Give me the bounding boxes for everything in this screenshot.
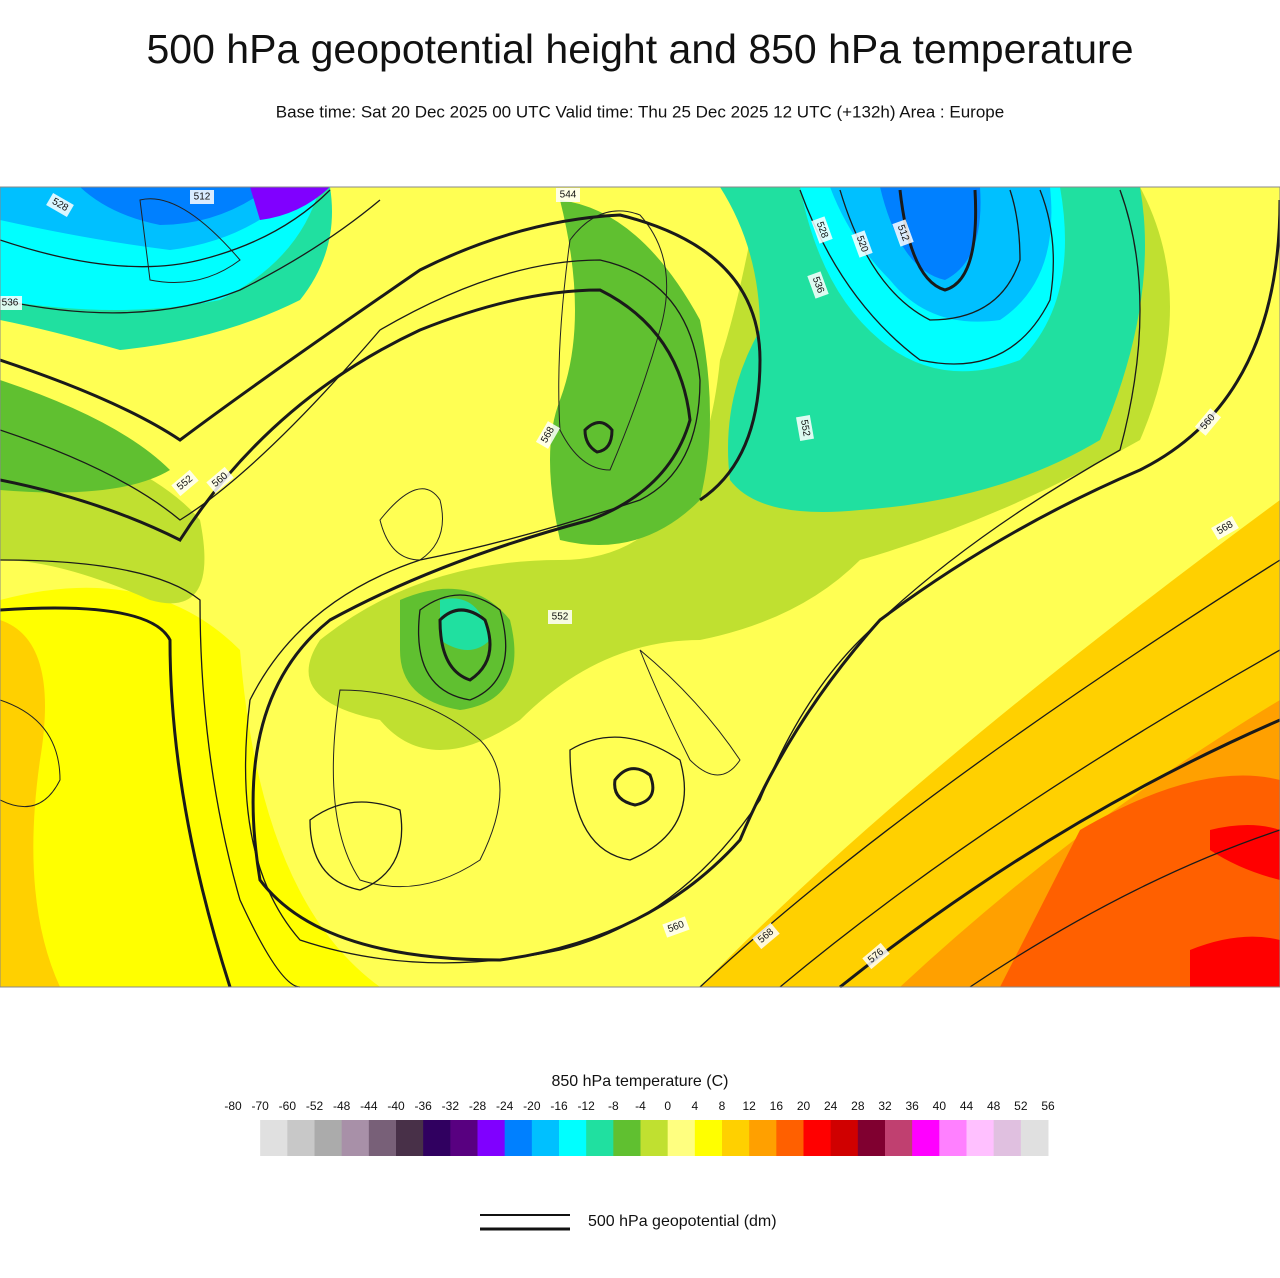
colorbar-tick-label: -24 <box>496 1099 514 1113</box>
colorbar-swatch <box>341 1120 370 1156</box>
colorbar-swatch <box>368 1120 397 1156</box>
contour-label: 544 <box>560 190 577 201</box>
colorbar-tick-label: -36 <box>414 1099 432 1113</box>
contour-label-bg <box>662 916 690 938</box>
colorbar-tick-label: -12 <box>577 1099 595 1113</box>
colorbar-swatch <box>477 1120 506 1156</box>
colorbar-tick-label: 56 <box>1041 1099 1055 1113</box>
colorbar-tick-label: 4 <box>691 1099 698 1113</box>
colorbar-swatch <box>803 1120 832 1156</box>
contour-label: 536 <box>2 298 19 309</box>
contour-label-bg <box>1194 408 1222 436</box>
contours <box>0 189 1280 989</box>
colorbar-tick-label: -70 <box>251 1099 269 1113</box>
colorbar-tick-label: 28 <box>851 1099 865 1113</box>
colorbar-swatch <box>912 1120 940 1156</box>
colorbar-tick-label: -4 <box>635 1099 646 1113</box>
contour-label: 512 <box>194 192 211 203</box>
colorbar-tick-label: -16 <box>550 1099 568 1113</box>
colorbar-swatch <box>287 1120 315 1156</box>
colorbar-tick-label: 12 <box>742 1099 756 1113</box>
colorbar-swatch <box>640 1120 669 1156</box>
colorbar-tick-label: 48 <box>987 1099 1001 1113</box>
colorbar-swatch <box>885 1120 913 1156</box>
contour-label-bg <box>206 466 234 494</box>
colorbar-swatch <box>450 1120 478 1156</box>
colorbar-swatch <box>993 1120 1022 1156</box>
contour-label: 552 <box>552 612 569 623</box>
colorbar-title: 850 hPa temperature (C) <box>552 1073 729 1090</box>
contour-label-bg <box>807 271 829 299</box>
colorbar-swatch <box>559 1120 587 1156</box>
colorbar-swatch <box>857 1120 886 1156</box>
coastlines <box>0 198 741 888</box>
colorbar-swatch <box>694 1120 723 1156</box>
contour-label-bg <box>171 469 199 497</box>
contour-label-bg <box>0 296 22 310</box>
colorbar-tick-label: 52 <box>1014 1099 1028 1113</box>
contour-label-bg <box>892 219 914 247</box>
colorbar-swatch <box>586 1120 614 1156</box>
colorbar-swatch <box>423 1120 451 1156</box>
colorbar-swatch <box>749 1120 777 1156</box>
colorbar-tick-label: -80 <box>224 1099 242 1113</box>
colorbar-tick-label: -48 <box>333 1099 351 1113</box>
colorbar-swatch <box>1020 1120 1049 1156</box>
colorbar-swatch <box>776 1120 804 1156</box>
colorbar-tick-label: 24 <box>824 1099 838 1113</box>
colorbar-tick-label: 20 <box>797 1099 811 1113</box>
contour-label-bg <box>46 192 74 218</box>
colorbar-tick-label: 16 <box>770 1099 784 1113</box>
contour-label-bg <box>851 230 873 258</box>
colorbar-tick-label: 0 <box>664 1099 671 1113</box>
contour-label-bg <box>752 922 780 950</box>
colorbar-swatch <box>613 1120 641 1156</box>
contour-label-bg <box>548 610 572 624</box>
colorbar-swatch <box>260 1120 288 1156</box>
contour-label-bg <box>556 188 580 202</box>
colorbar-tick-label: 8 <box>719 1099 726 1113</box>
colorbar-tick-label: -28 <box>469 1099 487 1113</box>
subtitle: Base time: Sat 20 Dec 2025 00 UTC Valid … <box>276 102 1004 121</box>
colorbar-swatch <box>396 1120 424 1156</box>
colorbar-tick-label: 40 <box>933 1099 947 1113</box>
contour-label-bg <box>535 421 561 449</box>
colorbar-swatch <box>531 1120 560 1156</box>
colorbar-tick-label: -44 <box>360 1099 378 1113</box>
colorbar-tick-label: 44 <box>960 1099 974 1113</box>
colorbar: -80 -70 -60 -52 -48 -44 -40 -36 -32 -28 -24 -20 -16-… <box>224 1099 1055 1156</box>
colorbar-swatch <box>939 1120 967 1156</box>
colorbar-tick-label: -60 <box>279 1099 297 1113</box>
contour-label-bg <box>1211 515 1239 541</box>
colorbar-tick-label: 32 <box>878 1099 892 1113</box>
legend-label: 500 hPa geopotential (dm) <box>588 1213 777 1230</box>
colorbar-tick-label: -20 <box>523 1099 541 1113</box>
contour-label-bg <box>811 216 833 244</box>
contour-label-bg <box>796 414 814 442</box>
colorbar-tick-label: -52 <box>306 1099 324 1113</box>
contour-label-bg <box>190 190 214 204</box>
contour-label-bg <box>862 942 890 970</box>
colorbar-swatch <box>830 1120 859 1156</box>
colorbar-swatch <box>722 1120 750 1156</box>
colorbar-swatch <box>314 1120 343 1156</box>
contour-label: 552 <box>798 419 812 438</box>
colorbar-tick-label: -32 <box>442 1099 460 1113</box>
colorbar-swatch <box>966 1120 995 1156</box>
colorbar-tick-label: -8 <box>608 1099 619 1113</box>
colorbar-tick-label: 36 <box>905 1099 919 1113</box>
colorbar-swatch <box>667 1120 696 1156</box>
colorbar-tick-label: -40 <box>387 1099 405 1113</box>
title: 500 hPa geopotential height and 850 hPa … <box>146 26 1133 72</box>
colorbar-swatch <box>504 1120 533 1156</box>
